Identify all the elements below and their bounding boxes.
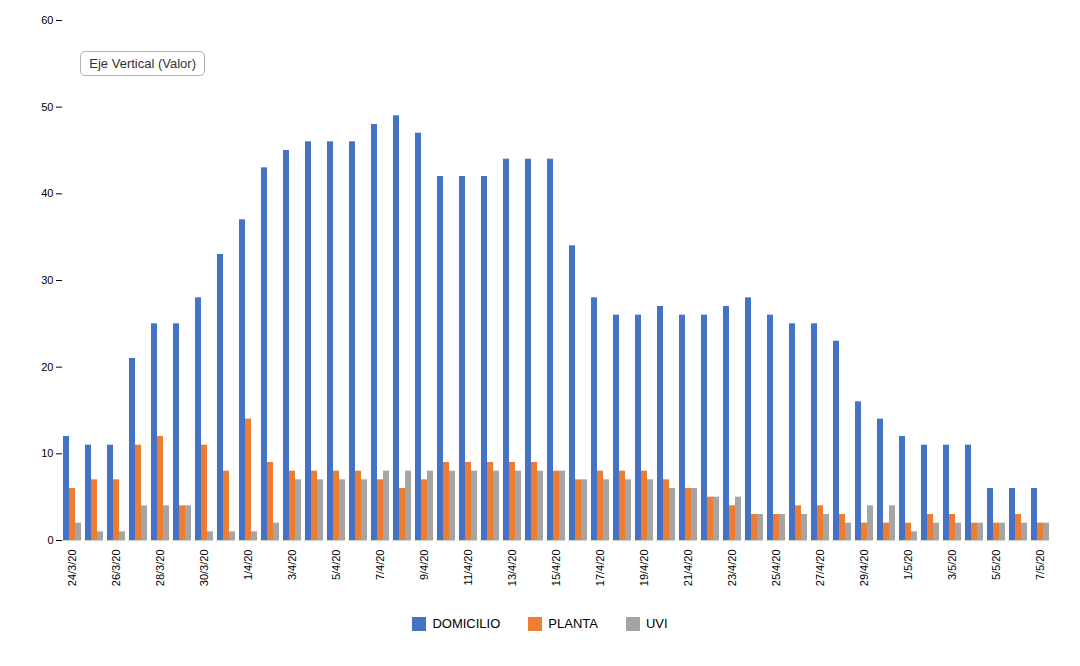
svg-text:40: 40 (41, 187, 53, 199)
svg-text:1/4/20: 1/4/20 (242, 550, 254, 581)
html-text:DOMICILIO: DOMICILIO (432, 616, 501, 631)
svg-text:29/4/20: 29/4/20 (858, 550, 870, 587)
svg-text:21/4/20: 21/4/20 (682, 550, 694, 587)
svg-text:27/4/20: 27/4/20 (814, 550, 826, 587)
svg-text:19/4/20: 19/4/20 (638, 550, 650, 587)
svg-text:3/5/20: 3/5/20 (946, 550, 958, 581)
svg-text:7/5/20: 7/5/20 (1034, 550, 1046, 581)
svg-text:1/5/20: 1/5/20 (902, 550, 914, 581)
svg-text:11/4/20: 11/4/20 (462, 550, 474, 586)
svg-text:60: 60 (41, 14, 53, 26)
html-text:UVI: UVI (645, 616, 668, 631)
svg-text:3/4/20: 3/4/20 (286, 550, 298, 581)
svg-text:13/4/20: 13/4/20 (506, 550, 518, 587)
svg-text:23/4/20: 23/4/20 (726, 550, 738, 587)
svg-text:0: 0 (47, 534, 53, 546)
svg-text:26/3/20: 26/3/20 (110, 550, 122, 587)
svg-text:50: 50 (41, 101, 53, 113)
svg-text:5/5/20: 5/5/20 (990, 550, 1002, 581)
svg-text:9/4/20: 9/4/20 (418, 550, 430, 581)
html-text:PLANTA: PLANTA (548, 616, 598, 631)
svg-text:17/4/20: 17/4/20 (594, 550, 606, 587)
svg-text:15/4/20: 15/4/20 (550, 550, 562, 587)
svg-text:5/4/20: 5/4/20 (330, 550, 342, 581)
svg-text:30: 30 (41, 274, 53, 286)
svg-text:24/3/20: 24/3/20 (66, 550, 78, 587)
svg-text:10: 10 (41, 447, 53, 459)
svg-text:20: 20 (41, 361, 53, 373)
svg-text:7/4/20: 7/4/20 (374, 550, 386, 581)
svg-text:28/3/20: 28/3/20 (154, 550, 166, 587)
svg-text:30/3/20: 30/3/20 (198, 550, 210, 587)
svg-text:25/4/20: 25/4/20 (770, 550, 782, 587)
html-text:Eje Vertical (Valor): Eje Vertical (Valor) (89, 56, 196, 72)
